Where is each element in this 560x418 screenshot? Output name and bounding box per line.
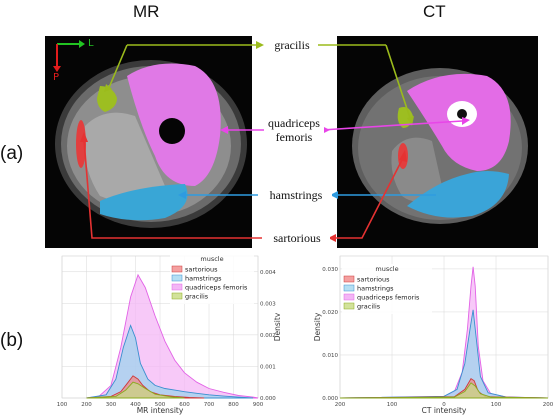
legend-entry-quadriceps-femoris: quadriceps femoris <box>185 284 248 292</box>
legend-entry-hamstrings: hamstrings <box>185 275 222 283</box>
mr-title: MR <box>133 2 160 21</box>
legend-swatch-gracilis <box>343 302 355 310</box>
x-tick-label: 100 <box>491 402 502 408</box>
sartorious-arrow-ct <box>336 157 404 239</box>
gracilis-arrow-ct <box>385 44 411 119</box>
x-axis-label: MR intensity <box>137 406 184 415</box>
y-axis-label: Density <box>273 312 280 341</box>
x-tick-label: 300 <box>106 402 117 408</box>
legend-swatch-sartorious <box>171 265 183 273</box>
legend-swatch-hamstrings <box>343 284 355 292</box>
x-tick-label: 100 <box>387 402 398 408</box>
y-tick-label: 0.004 <box>260 270 276 276</box>
legend-entry-sartorious: sartorious <box>357 276 390 284</box>
legend-swatch-quadriceps-femoris <box>343 293 355 301</box>
legend-box <box>342 264 432 314</box>
x-tick-label: 900 <box>253 402 264 408</box>
y-axis-label: Density <box>313 312 322 341</box>
legend-swatch-quadriceps-femoris <box>171 283 183 291</box>
orientation-left-label: L <box>88 38 94 49</box>
x-tick-label: 500 <box>155 402 166 408</box>
ct-title: CT <box>423 2 446 21</box>
label-quadriceps-line2: femoris <box>275 130 313 144</box>
legend-entry-gracilis: gracilis <box>185 293 209 301</box>
orientation-posterior-label: P <box>53 72 60 83</box>
x-tick-label: 100 <box>57 402 68 408</box>
density-area-gracilis <box>339 382 549 399</box>
x-tick-label: 700 <box>204 402 215 408</box>
x-tick-label: 800 <box>228 402 239 408</box>
label-quadriceps-line1: quadriceps <box>268 116 320 130</box>
legend-title: muscle <box>375 265 398 273</box>
legend-entry-hamstrings: hamstrings <box>357 285 394 293</box>
y-tick-label: 0.030 <box>322 267 338 273</box>
y-tick-label: 0.000 <box>260 396 276 402</box>
y-tick-label: 0.020 <box>322 310 338 316</box>
label-hamstrings: hamstrings <box>260 188 332 202</box>
label-quadriceps-femoris: quadriceps femoris <box>264 116 324 144</box>
x-tick-label: 200 <box>335 402 346 408</box>
ct-scan-image <box>337 36 538 248</box>
x-tick-label: 200 <box>543 402 554 408</box>
legend-swatch-hamstrings <box>171 274 183 282</box>
legend-swatch-sartorious <box>343 275 355 283</box>
legend-entry-sartorious: sartorious <box>185 266 218 274</box>
y-tick-label: 0.003 <box>260 301 276 307</box>
quadriceps-arrow-ct <box>321 120 463 131</box>
y-tick-label: 0.000 <box>322 396 338 402</box>
x-tick-label: 400 <box>130 402 141 408</box>
legend-entry-quadriceps-femoris: quadriceps femoris <box>357 294 420 302</box>
panel-label-a: (a) <box>0 143 24 164</box>
density-area-hamstrings <box>86 324 254 399</box>
legend-box <box>170 254 254 304</box>
x-tick-label: 0 <box>442 402 446 408</box>
legend-entry-gracilis: gracilis <box>357 303 381 311</box>
mr-scan-image <box>45 36 252 248</box>
x-tick-label: 200 <box>81 402 92 408</box>
legend-swatch-gracilis <box>171 292 183 300</box>
x-axis-label: CT intensity <box>422 406 467 415</box>
label-sartorious: sartorious <box>264 231 330 245</box>
sartorious-arrow-mr <box>83 139 262 239</box>
panel-label-b: (b) <box>0 330 24 351</box>
gracilis-arrow-mr <box>107 44 128 91</box>
y-tick-label: 0.010 <box>322 353 338 359</box>
y-tick-label: 0.002 <box>260 333 276 339</box>
legend-title: muscle <box>200 255 223 263</box>
x-tick-label: 600 <box>179 402 190 408</box>
y-tick-label: 0.001 <box>260 364 276 370</box>
density-area-gracilis <box>86 381 185 399</box>
label-gracilis: gracilis <box>266 38 318 52</box>
